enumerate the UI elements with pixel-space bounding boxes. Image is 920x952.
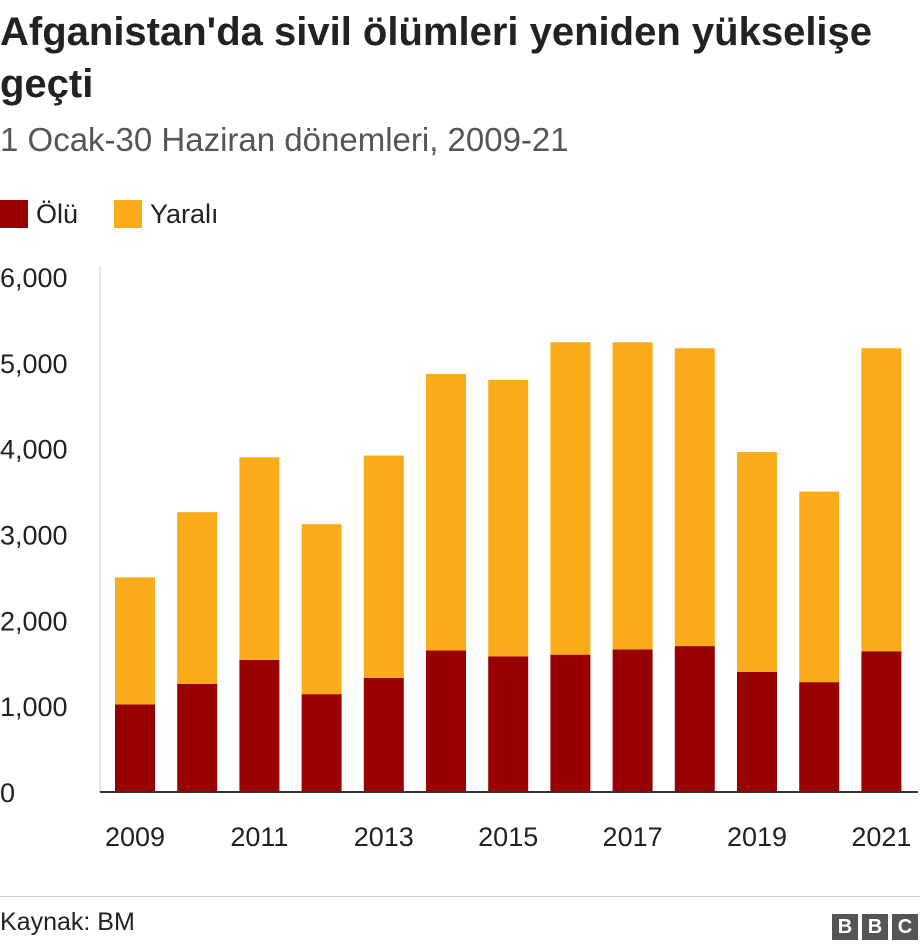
bar-yarali-2016 <box>550 342 591 655</box>
bar-olu-2021 <box>861 651 902 792</box>
legend-label-yarali: Yaralı <box>150 198 219 229</box>
bbc-logo-letter: B <box>832 914 858 940</box>
y-tick-label: 6,000 <box>0 263 68 293</box>
bar-yarali-2019 <box>737 452 777 672</box>
bar-olu-2013 <box>363 677 404 792</box>
x-tick-label: 2013 <box>354 822 414 852</box>
y-tick-label: 2,000 <box>0 606 68 636</box>
bar-yarali-2014 <box>426 373 466 651</box>
x-tick-label: 2009 <box>105 822 165 852</box>
legend-swatch-olu <box>0 200 28 228</box>
bbc-logo: B B C <box>828 914 918 940</box>
bar-yarali-2018 <box>674 348 715 647</box>
y-tick-label: 3,000 <box>0 521 68 551</box>
bar-olu-2014 <box>426 650 466 792</box>
footer-divider <box>0 896 920 897</box>
bar-yarali-2012 <box>301 524 342 695</box>
y-tick-label: 4,000 <box>0 435 68 465</box>
x-tick-label: 2021 <box>851 822 911 852</box>
legend-item-olu: Ölü <box>0 199 78 230</box>
bar-olu-2011 <box>239 659 280 792</box>
bar-olu-2012 <box>301 694 342 792</box>
bar-olu-2015 <box>488 656 529 792</box>
bar-chart: 0 1,000 2,000 3,000 4,000 5,000 6,000 2009 2011 2… <box>0 263 918 852</box>
bar-yarali-2009 <box>115 577 155 705</box>
legend-item-yarali: Yaralı <box>114 199 219 230</box>
bar-yarali-2020 <box>799 491 840 683</box>
bar-olu-2016 <box>550 654 591 792</box>
bar-yarali-2015 <box>488 380 529 657</box>
legend-swatch-yarali <box>114 200 143 228</box>
bar-olu-2020 <box>799 682 840 792</box>
bar-olu-2017 <box>612 649 653 792</box>
bar-olu-2019 <box>737 671 777 792</box>
y-tick-label: 0 <box>0 778 15 808</box>
bar-yarali-2010 <box>177 512 218 684</box>
chart-title: Afganistan'da sivil ölümleri yeniden yük… <box>0 10 873 106</box>
source-note: Kaynak: BM <box>0 908 135 936</box>
y-tick-label: 1,000 <box>0 692 68 722</box>
bar-yarali-2011 <box>239 457 280 660</box>
bar-yarali-2017 <box>612 342 653 650</box>
bbc-logo-letter: C <box>892 914 918 940</box>
bar-yarali-2013 <box>363 455 404 678</box>
legend: Ölü Yaralı <box>0 196 255 232</box>
y-tick-label: 5,000 <box>0 349 68 379</box>
bar-yarali-2021 <box>861 348 902 652</box>
x-tick-label: 2011 <box>230 822 288 852</box>
bar-olu-2018 <box>674 646 715 792</box>
bbc-logo-letter: B <box>862 914 888 940</box>
x-tick-label: 2019 <box>727 822 787 852</box>
legend-label-olu: Ölü <box>36 198 79 229</box>
bar-olu-2009 <box>115 704 155 792</box>
chart-subtitle: 1 Ocak-30 Haziran dönemleri, 2009-21 <box>0 121 569 158</box>
x-tick-label: 2015 <box>478 822 538 852</box>
bar-olu-2010 <box>177 683 218 792</box>
x-tick-label: 2017 <box>603 822 663 852</box>
